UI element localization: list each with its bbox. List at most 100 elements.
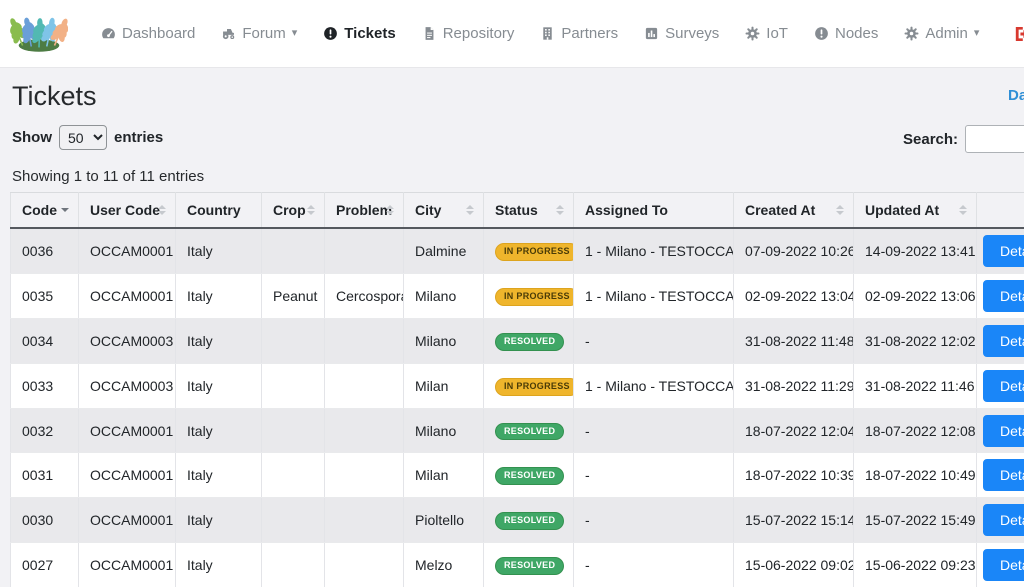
- nav-item-surveys[interactable]: Surveys: [631, 25, 732, 42]
- top-navbar: Dashboard Forum ▾ Tickets Repository Partners…: [0, 0, 1024, 68]
- detail-button[interactable]: Detail: [983, 459, 1024, 492]
- column-label: Problem: [336, 202, 393, 218]
- cell-updated_at: 18-07-2022 10:49: [853, 452, 977, 499]
- cell-city: Milano: [403, 273, 484, 319]
- detail-button[interactable]: Detail: [983, 234, 1024, 267]
- nav-item-admin[interactable]: Admin ▾: [891, 25, 992, 42]
- cell-code: 0034: [10, 318, 79, 364]
- tickets-page: Tickets Da Show 50 entries Search: Showi…: [0, 68, 1024, 587]
- cell-user_code: OCCAM0003: [78, 318, 176, 364]
- table-row: 0034 OCCAM0003 Italy Milano RESOLVED -31-08-2…: [10, 318, 1024, 364]
- cell-country: Italy: [175, 318, 262, 364]
- column-header-created_at[interactable]: Created At: [733, 192, 854, 229]
- detail-button[interactable]: Detail: [983, 504, 1024, 537]
- nav-item-label: Nodes: [834, 25, 879, 42]
- column-header-user_code[interactable]: User Code: [78, 192, 176, 229]
- table-header-row: Code User Code Country Crop Problem City Statu…: [10, 192, 1024, 229]
- column-label: Assigned To: [585, 202, 668, 218]
- nav-item-label: Repository: [442, 25, 515, 42]
- column-header-country[interactable]: Country: [175, 192, 262, 229]
- nav-item-tickets[interactable]: Tickets: [310, 25, 408, 42]
- cell-city: Melzo: [403, 542, 484, 587]
- cell-city: Milano: [403, 318, 484, 364]
- sort-icon: [307, 205, 315, 215]
- cell-created_at: 31-08-2022 11:48: [733, 318, 854, 364]
- column-label: Created At: [745, 202, 816, 218]
- cell-assigned_to: -: [573, 318, 734, 364]
- cell-code: 0027: [10, 542, 79, 587]
- status-badge: IN PROGRESS: [495, 377, 573, 396]
- cell-user_code: OCCAM0001: [78, 408, 176, 454]
- nav-item-label: IoT: [766, 25, 788, 42]
- cell-detail: Detail: [976, 228, 1024, 274]
- detail-button[interactable]: Detail: [983, 414, 1024, 447]
- cell-crop: [261, 228, 325, 274]
- detail-button[interactable]: Detail: [983, 369, 1024, 402]
- logout-button[interactable]: [1010, 23, 1024, 45]
- cell-crop: Peanut: [261, 273, 325, 319]
- cell-code: 0035: [10, 273, 79, 319]
- cell-detail: Detail: [976, 452, 1024, 499]
- status-badge: RESOLVED: [495, 467, 565, 486]
- tickets-table: Code User Code Country Crop Problem City Statu…: [10, 192, 1024, 587]
- detail-button[interactable]: Detail: [983, 324, 1024, 357]
- nav-item-nodes[interactable]: Nodes: [801, 25, 891, 42]
- sort-icon: [556, 205, 564, 215]
- cell-updated_at: 31-08-2022 12:02: [853, 318, 977, 364]
- sort-icon: [158, 205, 166, 215]
- cell-created_at: 15-07-2022 15:14: [733, 497, 854, 544]
- table-row: 0030 OCCAM0001 Italy Pioltello RESOLVED -15-0…: [10, 497, 1024, 544]
- table-row: 0036 OCCAM0001 Italy Dalmine IN PROGRESS 1 - …: [10, 228, 1024, 274]
- search-label: Search:: [903, 130, 959, 148]
- cell-created_at: 18-07-2022 10:39: [733, 452, 854, 499]
- nav-item-iot[interactable]: IoT: [732, 25, 801, 42]
- column-label: User Code: [90, 202, 161, 218]
- cell-city: Milan: [403, 363, 484, 409]
- nav-item-dashboard[interactable]: Dashboard: [88, 25, 208, 42]
- column-header-assigned_to[interactable]: Assigned To: [573, 192, 734, 229]
- cell-user_code: OCCAM0001: [78, 542, 176, 587]
- cell-updated_at: 02-09-2022 13:06: [853, 273, 977, 319]
- column-label: Code: [22, 202, 57, 218]
- wheat-logo[interactable]: [4, 5, 74, 62]
- cell-status: RESOLVED: [483, 452, 574, 499]
- nav-item-forum[interactable]: Forum ▾: [208, 25, 310, 42]
- page-title: Tickets: [12, 81, 97, 111]
- cell-code: 0030: [10, 497, 79, 544]
- cell-city: Milano: [403, 408, 484, 454]
- cell-status: RESOLVED: [483, 408, 574, 454]
- nav-item-label: Partners: [561, 25, 619, 42]
- column-header-crop[interactable]: Crop: [261, 192, 325, 229]
- column-header-city[interactable]: City: [403, 192, 484, 229]
- cell-assigned_to: 1 - Milano - TESTOCCAM: [573, 363, 734, 409]
- cell-problem: [324, 497, 404, 544]
- page-length-select[interactable]: 50: [59, 125, 107, 150]
- search-input[interactable]: [965, 125, 1024, 153]
- nav-item-repository[interactable]: Repository: [409, 25, 528, 42]
- sort-icon: [959, 205, 967, 215]
- breadcrumb-dashboard-link[interactable]: Da: [1008, 87, 1024, 104]
- cell-updated_at: 15-07-2022 15:49: [853, 497, 977, 544]
- show-label: Show: [12, 129, 52, 146]
- detail-button[interactable]: Detail: [983, 549, 1024, 582]
- nav-item-partners[interactable]: Partners: [527, 25, 631, 42]
- column-header-problem[interactable]: Problem: [324, 192, 404, 229]
- entries-label: entries: [114, 129, 164, 146]
- column-label: City: [415, 202, 442, 218]
- cell-created_at: 18-07-2022 12:04: [733, 408, 854, 454]
- column-header-code[interactable]: Code: [10, 192, 79, 229]
- sort-icon: [466, 205, 474, 215]
- cell-crop: [261, 452, 325, 499]
- nav-items: Dashboard Forum ▾ Tickets Repository Partners…: [88, 25, 992, 42]
- table-row: 0033 OCCAM0003 Italy Milan IN PROGRESS 1 - Mi…: [10, 363, 1024, 409]
- column-header-updated_at[interactable]: Updated At: [853, 192, 977, 229]
- gauge-icon: [101, 26, 116, 41]
- table-info: Showing 1 to 11 of 11 entries: [12, 168, 205, 185]
- table-row: 0031 OCCAM0001 Italy Milan RESOLVED -18-07-20…: [10, 452, 1024, 499]
- cell-updated_at: 18-07-2022 12:08: [853, 408, 977, 454]
- detail-button[interactable]: Detail: [983, 279, 1024, 312]
- cell-assigned_to: 1 - Milano - TESTOCCAM: [573, 273, 734, 319]
- column-header-status[interactable]: Status: [483, 192, 574, 229]
- cell-code: 0032: [10, 408, 79, 454]
- cell-problem: [324, 542, 404, 587]
